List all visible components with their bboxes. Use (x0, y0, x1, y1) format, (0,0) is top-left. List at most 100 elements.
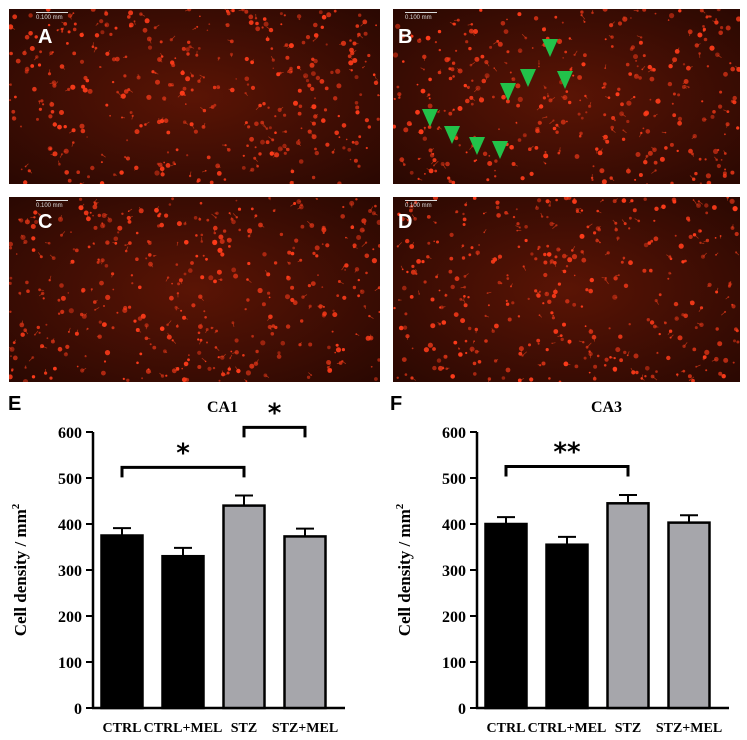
cell-dot (277, 351, 281, 355)
cell-dot (42, 103, 45, 106)
cell-process (228, 88, 233, 91)
cell-process (696, 43, 701, 46)
cell-process (213, 227, 216, 233)
cell-dot (292, 300, 298, 306)
cell-dot (458, 144, 461, 147)
cell-dot (573, 274, 576, 277)
cell-dot (359, 93, 363, 96)
cell-dot (341, 348, 345, 352)
cell-dot (158, 212, 162, 216)
cell-dot (535, 128, 540, 134)
cell-process (696, 364, 701, 368)
cell-dot (72, 248, 76, 251)
cell-dot (311, 71, 316, 76)
cell-dot (159, 326, 165, 331)
cell-process (692, 153, 695, 157)
cell-dot (357, 294, 360, 298)
cell-process (225, 23, 228, 26)
x-tick-label: STZ+MEL (272, 721, 338, 736)
y-tick-label: 200 (58, 609, 82, 626)
cell-dot (432, 197, 439, 201)
cell-dot (694, 171, 698, 176)
cell-process (567, 257, 570, 260)
cell-dot (230, 350, 233, 353)
x-tick-label: CTRL+MEL (144, 721, 223, 736)
cell-dot (533, 16, 539, 21)
cell-process (19, 293, 21, 296)
cell-dot (613, 119, 616, 122)
cell-process (351, 50, 357, 54)
cell-process (725, 296, 729, 300)
cell-dot (736, 340, 740, 344)
cell-dot (543, 252, 547, 257)
cell-process (134, 167, 137, 171)
cell-process (693, 199, 697, 204)
cell-dot (315, 254, 319, 258)
cell-dot (566, 120, 568, 123)
cell-process (545, 291, 548, 295)
cell-process (551, 222, 555, 225)
cell-dot (333, 96, 338, 101)
cell-process (81, 84, 84, 87)
cell-dot (282, 143, 287, 149)
cell-dot (463, 285, 467, 289)
cell-dot (642, 127, 645, 130)
cell-dot (222, 229, 227, 233)
cell-dot (503, 29, 509, 34)
cell-process (49, 51, 54, 56)
cell-dot (137, 316, 143, 321)
cell-dot (453, 22, 457, 26)
cell-process (600, 170, 603, 172)
cell-dot (181, 367, 183, 370)
cell-dot (273, 261, 278, 265)
cell-dot (398, 299, 400, 301)
cell-dot (131, 282, 134, 285)
cell-dot (367, 53, 371, 58)
cell-dot (40, 99, 44, 103)
cell-dot (635, 152, 641, 157)
cell-dot (434, 41, 437, 44)
cell-process (80, 203, 85, 208)
cell-dot (60, 27, 64, 31)
cell-process (10, 26, 16, 30)
cell-dot (308, 342, 313, 347)
cell-dot (220, 252, 225, 257)
cell-process (342, 361, 347, 365)
cell-dot (197, 365, 202, 369)
cell-dot (436, 240, 439, 244)
cell-process (177, 92, 183, 98)
cell-dot (509, 71, 512, 74)
cell-dot (212, 85, 217, 90)
cell-process (373, 212, 378, 216)
cell-process (180, 280, 183, 284)
cell-process (168, 131, 170, 133)
cell-process (738, 18, 740, 21)
cell-dot (704, 158, 707, 161)
cell-process (483, 229, 487, 233)
cell-dot (134, 129, 140, 135)
cell-process (54, 81, 59, 86)
cell-dot (47, 146, 53, 152)
cell-process (552, 225, 557, 229)
cell-process (405, 218, 409, 221)
cell-dot (568, 100, 572, 105)
cell-process (513, 163, 518, 167)
cell-process (125, 246, 129, 252)
cell-dot (462, 217, 467, 222)
cell-dot (555, 130, 559, 134)
cell-dot (537, 342, 540, 345)
cell-dot (581, 257, 587, 263)
cell-process (493, 41, 498, 45)
cell-dot (501, 376, 506, 380)
cell-dot (653, 219, 656, 222)
cell-dot (548, 377, 551, 380)
cell-process (651, 170, 656, 174)
cell-dot (730, 66, 735, 72)
cell-process (336, 362, 341, 364)
cell-dot (545, 348, 549, 352)
cell-dot (439, 306, 442, 309)
cell-dot (704, 203, 709, 208)
cell-dot (370, 365, 373, 368)
cell-process (98, 259, 101, 263)
cell-dot (667, 81, 673, 87)
